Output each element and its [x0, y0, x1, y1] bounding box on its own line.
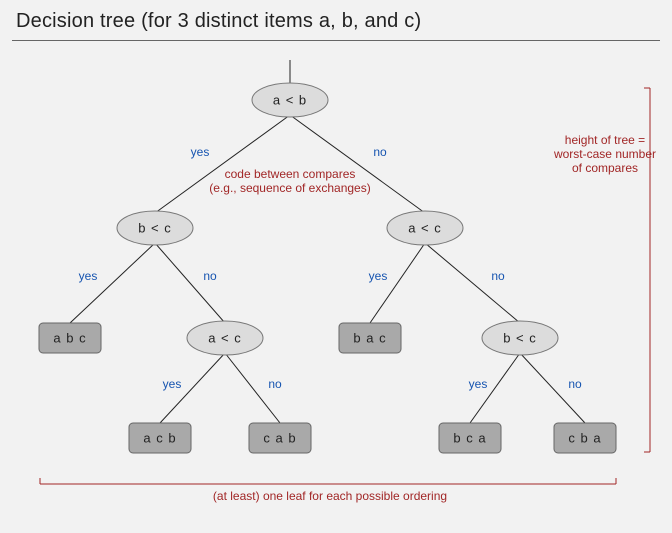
edge-label: no [203, 269, 217, 283]
diagram-title: Decision tree (for 3 distinct items a, b… [16, 10, 421, 33]
edge-label: no [373, 145, 387, 159]
leaf-node-label: b a c [353, 330, 386, 345]
edge-label: no [491, 269, 505, 283]
annotation-height: worst-case number [553, 147, 656, 161]
annotation-height: height of tree = [565, 133, 645, 147]
edge-label: yes [163, 377, 182, 391]
annotation-height: of compares [572, 161, 638, 175]
edge-label: yes [369, 269, 388, 283]
annotation-code-between: (e.g., sequence of exchanges) [209, 181, 370, 195]
decision-node-label: a < c [408, 220, 442, 235]
leaf-node-label: a c b [143, 430, 176, 445]
title-rule [12, 40, 660, 41]
edge-label: yes [191, 145, 210, 159]
edge-label: no [568, 377, 582, 391]
decision-node-label: b < c [503, 330, 537, 345]
tree-edge [155, 115, 290, 213]
tree-edge [290, 115, 425, 213]
tree-edge [425, 243, 520, 323]
tree-edge [70, 243, 155, 323]
decision-node-label: a < b [273, 92, 307, 107]
leaf-node-label: c a b [263, 430, 296, 445]
decision-tree-diagram: yes no yes no yes no yes no yes no a < b b < c a < c… [0, 48, 672, 528]
tree-edge [370, 243, 425, 323]
tree-edge [155, 243, 225, 323]
leaf-node-label: a b c [53, 330, 86, 345]
leaf-node-label: b c a [453, 430, 486, 445]
decision-node-label: b < c [138, 220, 172, 235]
annotation-leaves: (at least) one leaf for each possible or… [213, 489, 447, 503]
leaf-node-label: c b a [568, 430, 601, 445]
edge-label: no [268, 377, 282, 391]
edge-label: yes [469, 377, 488, 391]
annotation-code-between: code between compares [225, 167, 356, 181]
edge-label: yes [79, 269, 98, 283]
decision-node-label: a < c [208, 330, 242, 345]
